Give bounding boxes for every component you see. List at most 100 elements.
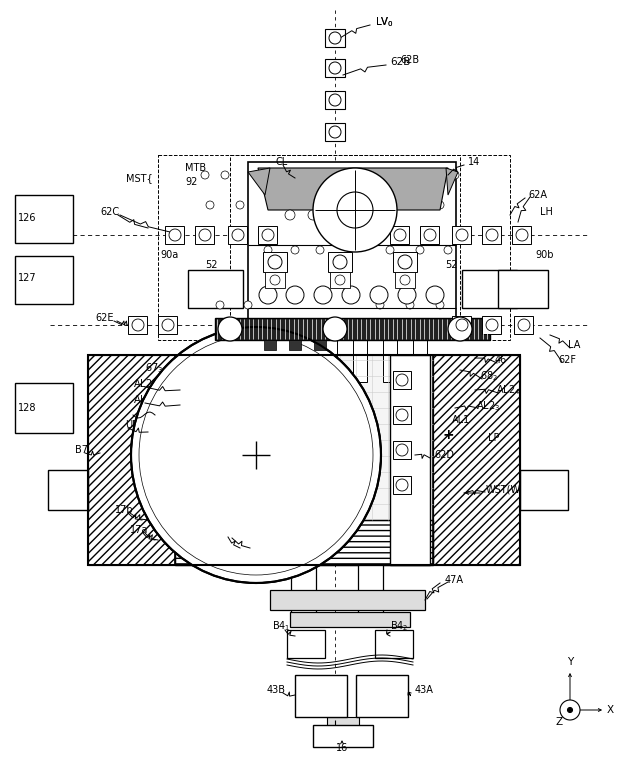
Text: MST{: MST{: [126, 173, 153, 183]
Bar: [393, 252, 417, 272]
Circle shape: [314, 286, 332, 304]
Bar: [433, 355, 520, 565]
Bar: [358, 565, 383, 615]
Bar: [353, 340, 367, 382]
Bar: [413, 340, 427, 382]
Text: WST(WTB): WST(WTB): [486, 485, 538, 495]
Bar: [15, 256, 73, 304]
Circle shape: [329, 126, 341, 138]
Text: AL2$_4$: AL2$_4$: [496, 383, 520, 397]
Circle shape: [394, 229, 406, 241]
Circle shape: [313, 168, 397, 252]
Text: 68$_2$: 68$_2$: [480, 369, 498, 383]
Text: 62D: 62D: [434, 450, 454, 460]
Bar: [15, 195, 73, 243]
Circle shape: [424, 229, 436, 241]
Text: 43B: 43B: [267, 685, 286, 695]
Text: 46: 46: [495, 355, 508, 365]
Bar: [175, 520, 433, 565]
Polygon shape: [446, 168, 458, 195]
Circle shape: [268, 255, 282, 269]
Text: 67$_3$: 67$_3$: [145, 361, 163, 375]
Circle shape: [456, 229, 468, 241]
Polygon shape: [258, 168, 448, 210]
Bar: [88, 355, 175, 565]
Text: 14: 14: [468, 157, 480, 167]
Circle shape: [386, 246, 394, 254]
Circle shape: [221, 171, 229, 179]
Circle shape: [329, 62, 341, 74]
Bar: [175, 355, 433, 520]
Bar: [462, 270, 517, 308]
Bar: [325, 123, 345, 141]
Circle shape: [206, 201, 214, 209]
Bar: [433, 355, 520, 565]
Circle shape: [201, 171, 209, 179]
Circle shape: [411, 201, 419, 209]
Text: 62F: 62F: [558, 355, 576, 365]
Circle shape: [218, 317, 242, 341]
Bar: [325, 59, 345, 77]
Text: 52: 52: [445, 260, 458, 270]
Circle shape: [308, 210, 318, 220]
Circle shape: [568, 708, 573, 713]
Circle shape: [426, 286, 444, 304]
Circle shape: [398, 255, 412, 269]
Bar: [290, 612, 410, 627]
Circle shape: [356, 171, 364, 179]
Circle shape: [259, 286, 277, 304]
Text: 62B: 62B: [400, 55, 419, 65]
Bar: [293, 340, 307, 382]
Circle shape: [386, 171, 394, 179]
Text: 92: 92: [185, 177, 197, 187]
Circle shape: [411, 171, 419, 179]
Text: 16: 16: [336, 743, 348, 753]
Text: B4$_1$: B4$_1$: [272, 619, 291, 633]
Bar: [263, 252, 287, 272]
Circle shape: [370, 286, 388, 304]
Bar: [128, 316, 147, 334]
Bar: [498, 270, 548, 308]
Bar: [215, 318, 490, 340]
Bar: [520, 470, 568, 510]
Text: LV$_0$: LV$_0$: [375, 15, 394, 29]
Text: 62A: 62A: [528, 190, 547, 200]
Bar: [452, 316, 471, 334]
Text: X: X: [607, 705, 614, 715]
Text: 90b: 90b: [535, 250, 554, 260]
Bar: [390, 226, 409, 244]
Circle shape: [323, 317, 347, 341]
Text: 128: 128: [18, 403, 36, 413]
Bar: [330, 272, 350, 288]
Text: UP: UP: [125, 420, 138, 430]
Bar: [393, 476, 411, 494]
Text: B4$_2$: B4$_2$: [390, 619, 408, 633]
Bar: [15, 383, 73, 433]
Bar: [264, 340, 276, 350]
Circle shape: [132, 319, 144, 331]
Circle shape: [262, 229, 274, 241]
Text: 62C: 62C: [100, 207, 119, 217]
Circle shape: [370, 210, 380, 220]
Bar: [375, 630, 413, 658]
Circle shape: [316, 246, 324, 254]
Bar: [287, 630, 325, 658]
Bar: [263, 340, 277, 382]
Circle shape: [329, 94, 341, 106]
Text: 52: 52: [205, 260, 218, 270]
Circle shape: [396, 409, 408, 421]
Bar: [314, 340, 326, 350]
Text: LP: LP: [488, 433, 499, 443]
Bar: [452, 226, 471, 244]
Circle shape: [396, 374, 408, 386]
Text: LA: LA: [568, 340, 580, 350]
Text: 43A: 43A: [415, 685, 434, 695]
Bar: [512, 226, 531, 244]
Bar: [289, 340, 301, 350]
Bar: [158, 155, 510, 340]
Text: LH: LH: [540, 207, 553, 217]
Text: AL1: AL1: [452, 415, 470, 425]
Bar: [323, 340, 337, 382]
Bar: [383, 340, 397, 382]
Text: 126: 126: [18, 213, 36, 223]
